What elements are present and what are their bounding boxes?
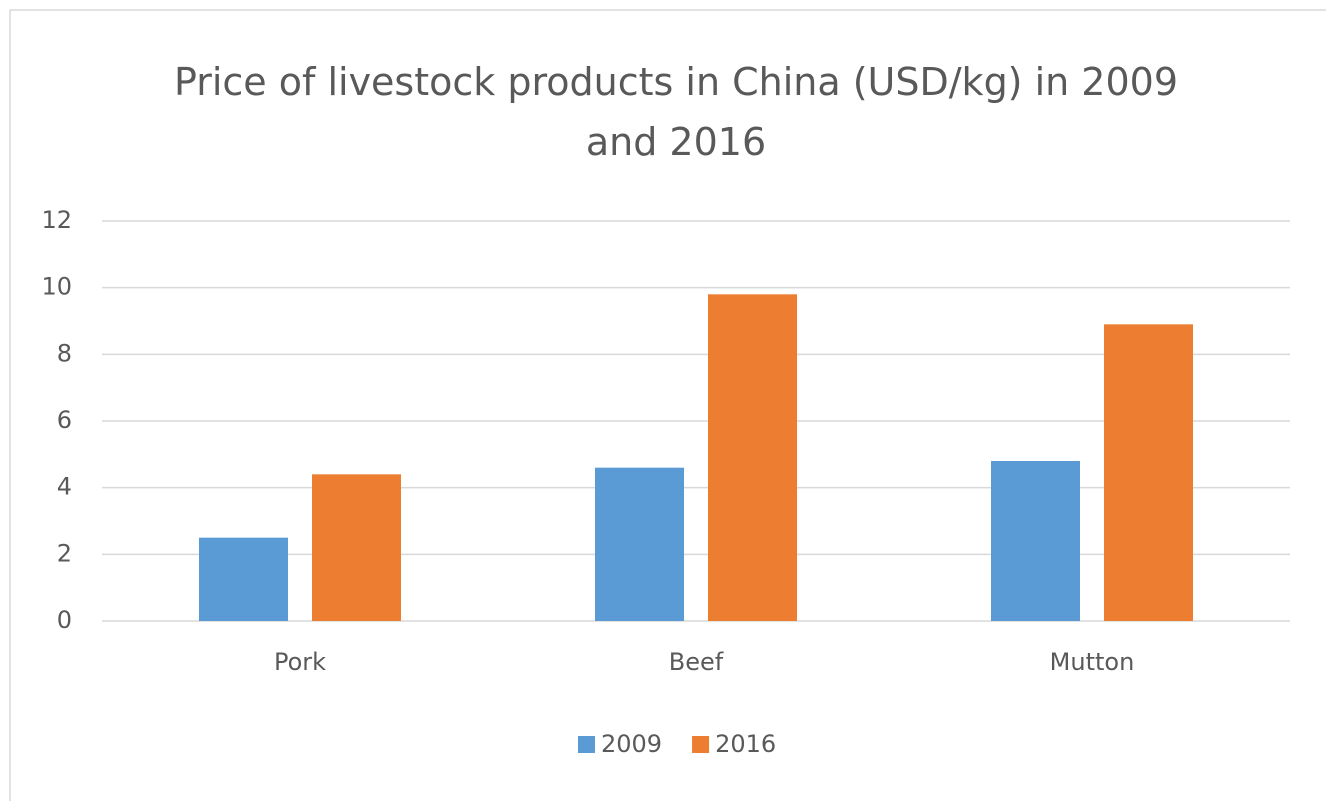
y-tick-label: 4 (57, 473, 72, 501)
chart-title: Price of livestock products in China (US… (173, 60, 1179, 164)
y-tick-label: 10 (41, 273, 72, 301)
legend-label: 2009 (601, 730, 662, 758)
bar (1104, 324, 1193, 621)
legend-swatch (692, 736, 710, 753)
chart-border (9, 9, 1326, 801)
legend-swatch (578, 736, 595, 753)
bar (199, 537, 288, 621)
x-tick-label: Pork (274, 648, 326, 676)
bar (595, 467, 684, 621)
y-tick-label: 8 (57, 339, 72, 367)
y-tick-label: 6 (57, 406, 72, 434)
x-tick-label: Mutton (1050, 648, 1135, 676)
x-tick-label: Beef (669, 648, 724, 676)
y-tick-label: 0 (57, 606, 72, 634)
legend-label: 2016 (715, 730, 776, 758)
bar (708, 294, 797, 621)
y-tick-label: 2 (57, 539, 72, 567)
bar (991, 461, 1080, 621)
bar (312, 474, 401, 621)
y-tick-label: 12 (41, 206, 72, 234)
